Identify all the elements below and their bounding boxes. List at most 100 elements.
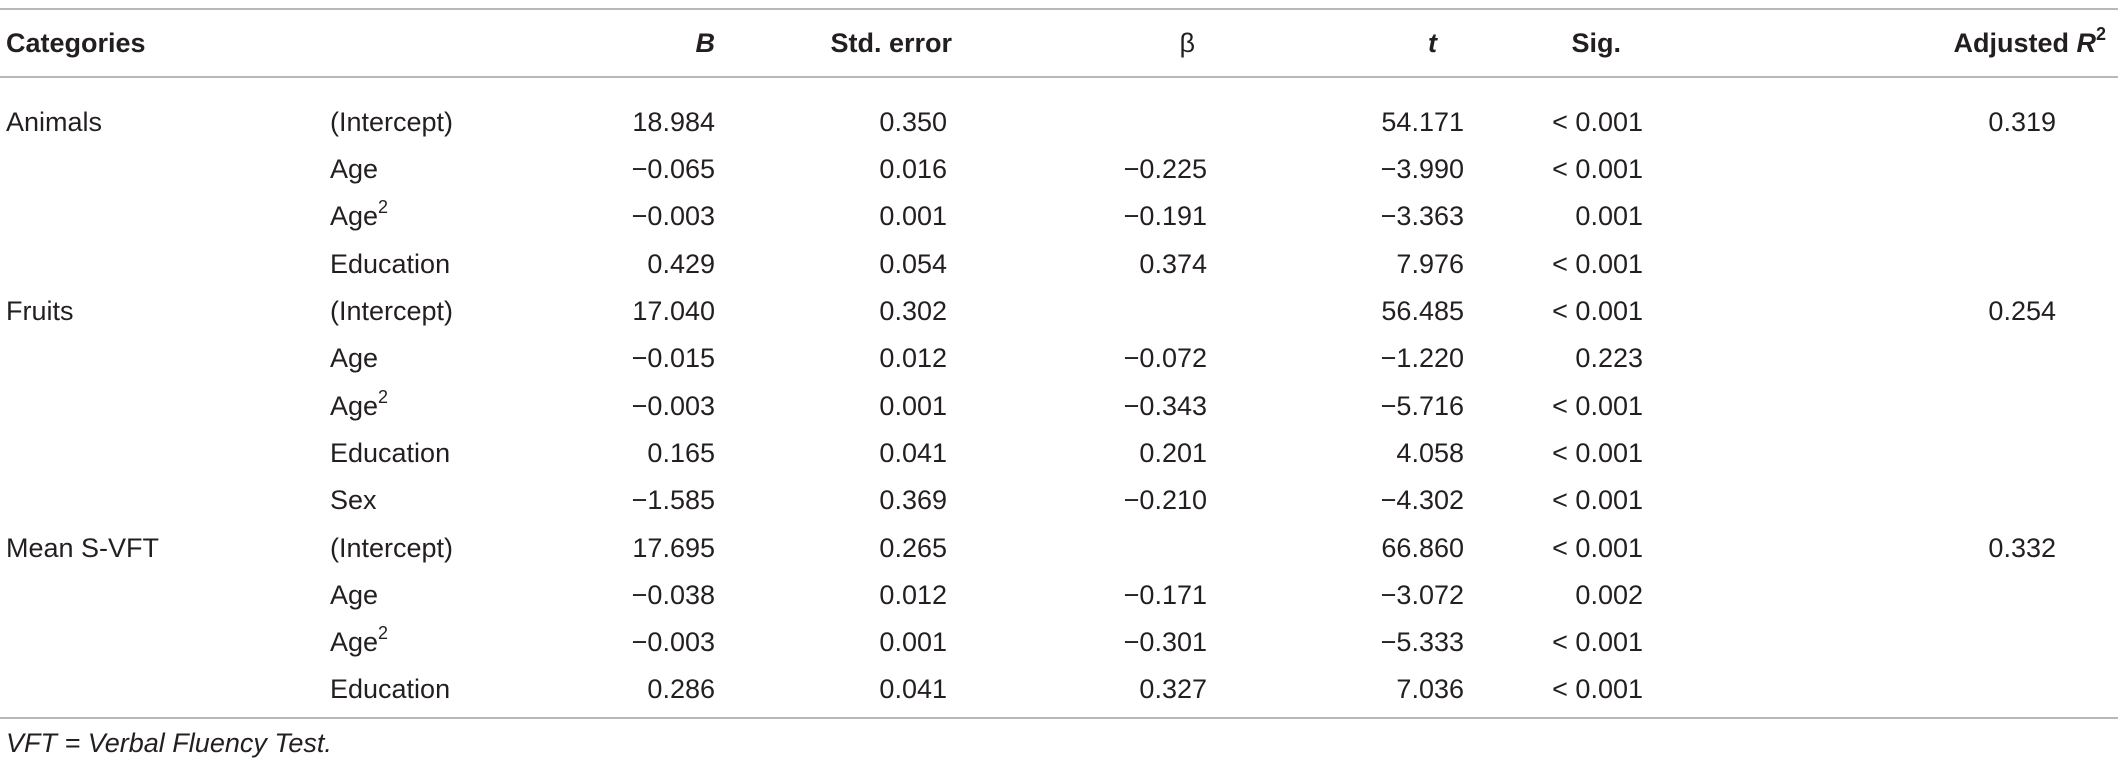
cell-adjusted-r2: 0.254	[1988, 296, 2056, 327]
header-row: Categories B Std. error β t Sig. Adjuste…	[0, 10, 2118, 76]
cell-variable: (Intercept)	[330, 524, 560, 571]
cell-category: Mean S-VFT	[6, 532, 160, 563]
header-r-superscript: 2	[2095, 23, 2106, 44]
regression-table: Categories B Std. error β t Sig. Adjuste…	[0, 10, 2118, 714]
cell-adjusted-r2	[1685, 477, 2118, 524]
cell-sig: 0.223	[1575, 343, 1643, 374]
cell-beta: −0.343	[1123, 390, 1207, 421]
cell-t: 7.976	[1396, 248, 1464, 279]
header-variable	[330, 10, 560, 76]
table-footnote: VFT = Verbal Fluency Test.	[6, 728, 332, 758]
cell-t: −3.072	[1380, 579, 1464, 610]
cell-std-error: 0.001	[879, 201, 947, 232]
cell-sig: < 0.001	[1552, 390, 1643, 421]
cell-sig: < 0.001	[1552, 674, 1643, 705]
variable-label: Age	[330, 579, 379, 610]
variable-label: Age	[330, 343, 379, 374]
table-row: Education 0.286 0.041 0.327 7.036 < 0.001	[0, 666, 2118, 713]
cell-category	[0, 619, 330, 666]
header-r-label: R	[2076, 27, 2096, 58]
cell-beta: 0.327	[1139, 674, 1207, 705]
variable-label: Education	[330, 248, 451, 279]
cell-adjusted-r2	[1685, 146, 2118, 193]
table-bottom-rule	[0, 717, 2118, 719]
table-row: Age2 −0.003 0.001 −0.343 −5.716 < 0.001	[0, 382, 2118, 429]
cell-beta: −0.301	[1123, 627, 1207, 658]
cell-category	[0, 572, 330, 619]
cell-variable: Age2	[330, 382, 560, 429]
variable-superscript: 2	[378, 386, 389, 407]
cell-b: −0.003	[631, 627, 715, 658]
variable-label: Education	[330, 674, 451, 705]
cell-beta: −0.191	[1123, 201, 1207, 232]
cell-t: 7.036	[1396, 674, 1464, 705]
table-row: Education 0.429 0.054 0.374 7.976 < 0.001	[0, 241, 2118, 288]
header-std-error: Std. error	[830, 27, 952, 58]
table-row: Mean S-VFT (Intercept) 17.695 0.265 66.860 < …	[0, 524, 2118, 571]
cell-sig: 0.001	[1575, 201, 1643, 232]
cell-b: −0.065	[631, 154, 715, 185]
cell-adjusted-r2	[1685, 241, 2118, 288]
cell-category	[0, 477, 330, 524]
table-row: Sex −1.585 0.369 −0.210 −4.302 < 0.001	[0, 477, 2118, 524]
cell-b: 18.984	[632, 107, 715, 137]
cell-category	[0, 430, 330, 477]
cell-adjusted-r2: 0.332	[1988, 532, 2056, 563]
cell-std-error: 0.350	[879, 107, 947, 137]
cell-std-error: 0.016	[879, 154, 947, 185]
table-row: Fruits (Intercept) 17.040 0.302 56.485 < 0.00…	[0, 288, 2118, 335]
cell-std-error: 0.041	[879, 437, 947, 468]
cell-t: 54.171	[1381, 107, 1464, 137]
cell-std-error: 0.041	[879, 674, 947, 705]
cell-t: 66.860	[1381, 532, 1464, 563]
cell-variable: (Intercept)	[330, 76, 560, 146]
table-header-rule	[0, 76, 2118, 78]
table-row: Age2 −0.003 0.001 −0.191 −3.363 0.001	[0, 193, 2118, 240]
cell-category	[0, 146, 330, 193]
cell-t: −4.302	[1380, 485, 1464, 516]
cell-b: 17.695	[632, 532, 715, 563]
table-top-rule	[0, 8, 2118, 10]
cell-adjusted-r2	[1685, 430, 2118, 477]
table-row: Age2 −0.003 0.001 −0.301 −5.333 < 0.001	[0, 619, 2118, 666]
cell-category: Fruits	[6, 296, 74, 327]
variable-label: Age	[330, 154, 379, 185]
cell-variable: Age2	[330, 193, 560, 240]
cell-beta: −0.171	[1123, 579, 1207, 610]
cell-adjusted-r2	[1685, 619, 2118, 666]
table-row: Education 0.165 0.041 0.201 4.058 < 0.001	[0, 430, 2118, 477]
cell-category	[0, 666, 330, 713]
cell-t: −3.363	[1380, 201, 1464, 232]
header-categories: Categories	[6, 27, 146, 58]
cell-adjusted-r2	[1685, 335, 2118, 382]
variable-label: (Intercept)	[330, 532, 454, 563]
table-row: Age −0.015 0.012 −0.072 −1.220 0.223	[0, 335, 2118, 382]
cell-adjusted-r2	[1685, 572, 2118, 619]
variable-label: Sex	[330, 485, 377, 516]
cell-b: 17.040	[632, 296, 715, 327]
cell-beta: −0.210	[1123, 485, 1207, 516]
cell-variable: Age	[330, 572, 560, 619]
cell-variable: Age	[330, 335, 560, 382]
cell-std-error: 0.369	[879, 485, 947, 516]
table-body: Animals (Intercept) 18.984 0.350 54.171 < 0.0…	[0, 76, 2118, 714]
cell-t: 4.058	[1396, 437, 1464, 468]
cell-b: 0.286	[647, 674, 715, 705]
variable-label: (Intercept)	[330, 107, 454, 137]
cell-category	[0, 241, 330, 288]
cell-category: Animals	[6, 107, 103, 137]
cell-b: −0.003	[631, 201, 715, 232]
cell-sig: < 0.001	[1552, 248, 1643, 279]
cell-b: −0.038	[631, 579, 715, 610]
cell-sig: < 0.001	[1552, 296, 1643, 327]
cell-beta	[970, 76, 1215, 146]
cell-beta: −0.072	[1123, 343, 1207, 374]
cell-beta	[970, 524, 1215, 571]
cell-beta: 0.374	[1139, 248, 1207, 279]
header-b: B	[695, 27, 716, 58]
variable-label: (Intercept)	[330, 296, 454, 327]
header-adjusted-r2: Adjusted R2	[1685, 10, 2118, 76]
cell-variable: Sex	[330, 477, 560, 524]
cell-sig: < 0.001	[1552, 107, 1643, 137]
cell-adjusted-r2	[1685, 382, 2118, 429]
